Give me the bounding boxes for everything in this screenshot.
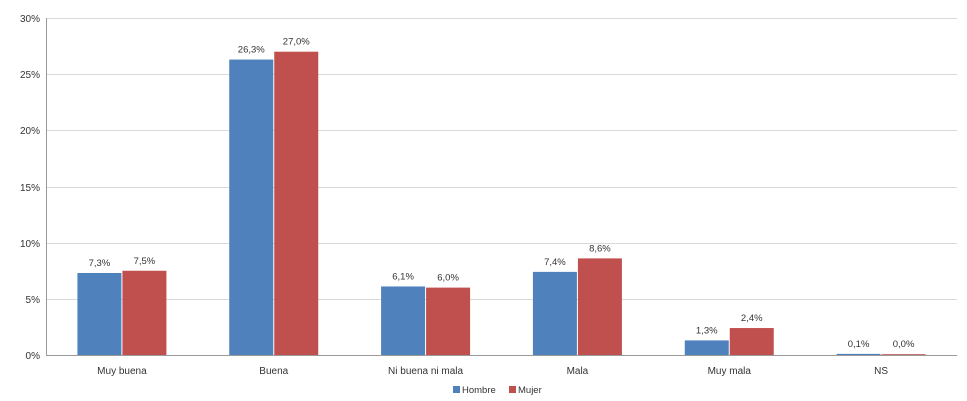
y-axis: 0% 5% 10% 15% 20% 25% 30% xyxy=(20,14,40,362)
bar-mujer xyxy=(729,328,774,355)
bar-hombre xyxy=(684,340,729,355)
bar-hombre xyxy=(532,271,577,355)
category-label: Muy mala xyxy=(708,366,752,377)
legend-label: Mujer xyxy=(518,385,542,396)
legend: Hombre Mujer xyxy=(453,385,542,396)
bar-mujer xyxy=(426,287,471,355)
data-label: 27,0% xyxy=(283,37,310,48)
bar-mujer xyxy=(274,51,319,355)
data-label: 0,0% xyxy=(893,339,915,350)
category-label: NS xyxy=(874,366,888,377)
category-label: Buena xyxy=(259,366,288,377)
bar-mujer xyxy=(122,270,167,355)
legend-swatch-mujer xyxy=(509,386,516,393)
data-label: 0,1% xyxy=(848,339,870,350)
data-label: 26,3% xyxy=(238,45,265,56)
y-tick-label: 15% xyxy=(20,183,40,194)
legend-label: Hombre xyxy=(462,385,496,396)
data-label: 2,4% xyxy=(741,313,763,324)
category-label: Muy buena xyxy=(97,366,147,377)
x-axis: Muy buena Buena Ni buena ni mala Mala Muy ma… xyxy=(97,366,888,377)
bar-hombre xyxy=(836,353,881,355)
data-label: 1,3% xyxy=(696,325,718,336)
y-tick-label: 20% xyxy=(20,126,40,137)
data-label: 6,0% xyxy=(437,273,459,284)
bar-mujer xyxy=(577,258,622,355)
y-tick-label: 10% xyxy=(20,239,40,250)
data-label: 8,6% xyxy=(589,243,611,254)
data-label: 6,1% xyxy=(392,271,414,282)
bars xyxy=(77,51,926,356)
bar-mujer xyxy=(881,354,926,355)
category-label: Mala xyxy=(567,366,589,377)
y-tick-label: 0% xyxy=(26,351,41,362)
data-label: 7,3% xyxy=(89,258,111,269)
bar-hombre xyxy=(77,272,122,355)
gridlines xyxy=(46,18,957,356)
data-labels: 7,3% 7,5% 26,3% 27,0% 6,1% 6,0% 7,4% 8,6% 1,3% 2,… xyxy=(89,37,915,351)
bar-hombre xyxy=(229,59,274,356)
legend-swatch-hombre xyxy=(453,386,460,393)
bar-hombre xyxy=(381,286,426,355)
y-tick-label: 5% xyxy=(26,295,41,306)
data-label: 7,4% xyxy=(544,257,566,268)
y-tick-label: 25% xyxy=(20,70,40,81)
y-tick-label: 30% xyxy=(20,14,40,25)
data-label: 7,5% xyxy=(134,256,156,267)
category-label: Ni buena ni mala xyxy=(388,366,463,377)
